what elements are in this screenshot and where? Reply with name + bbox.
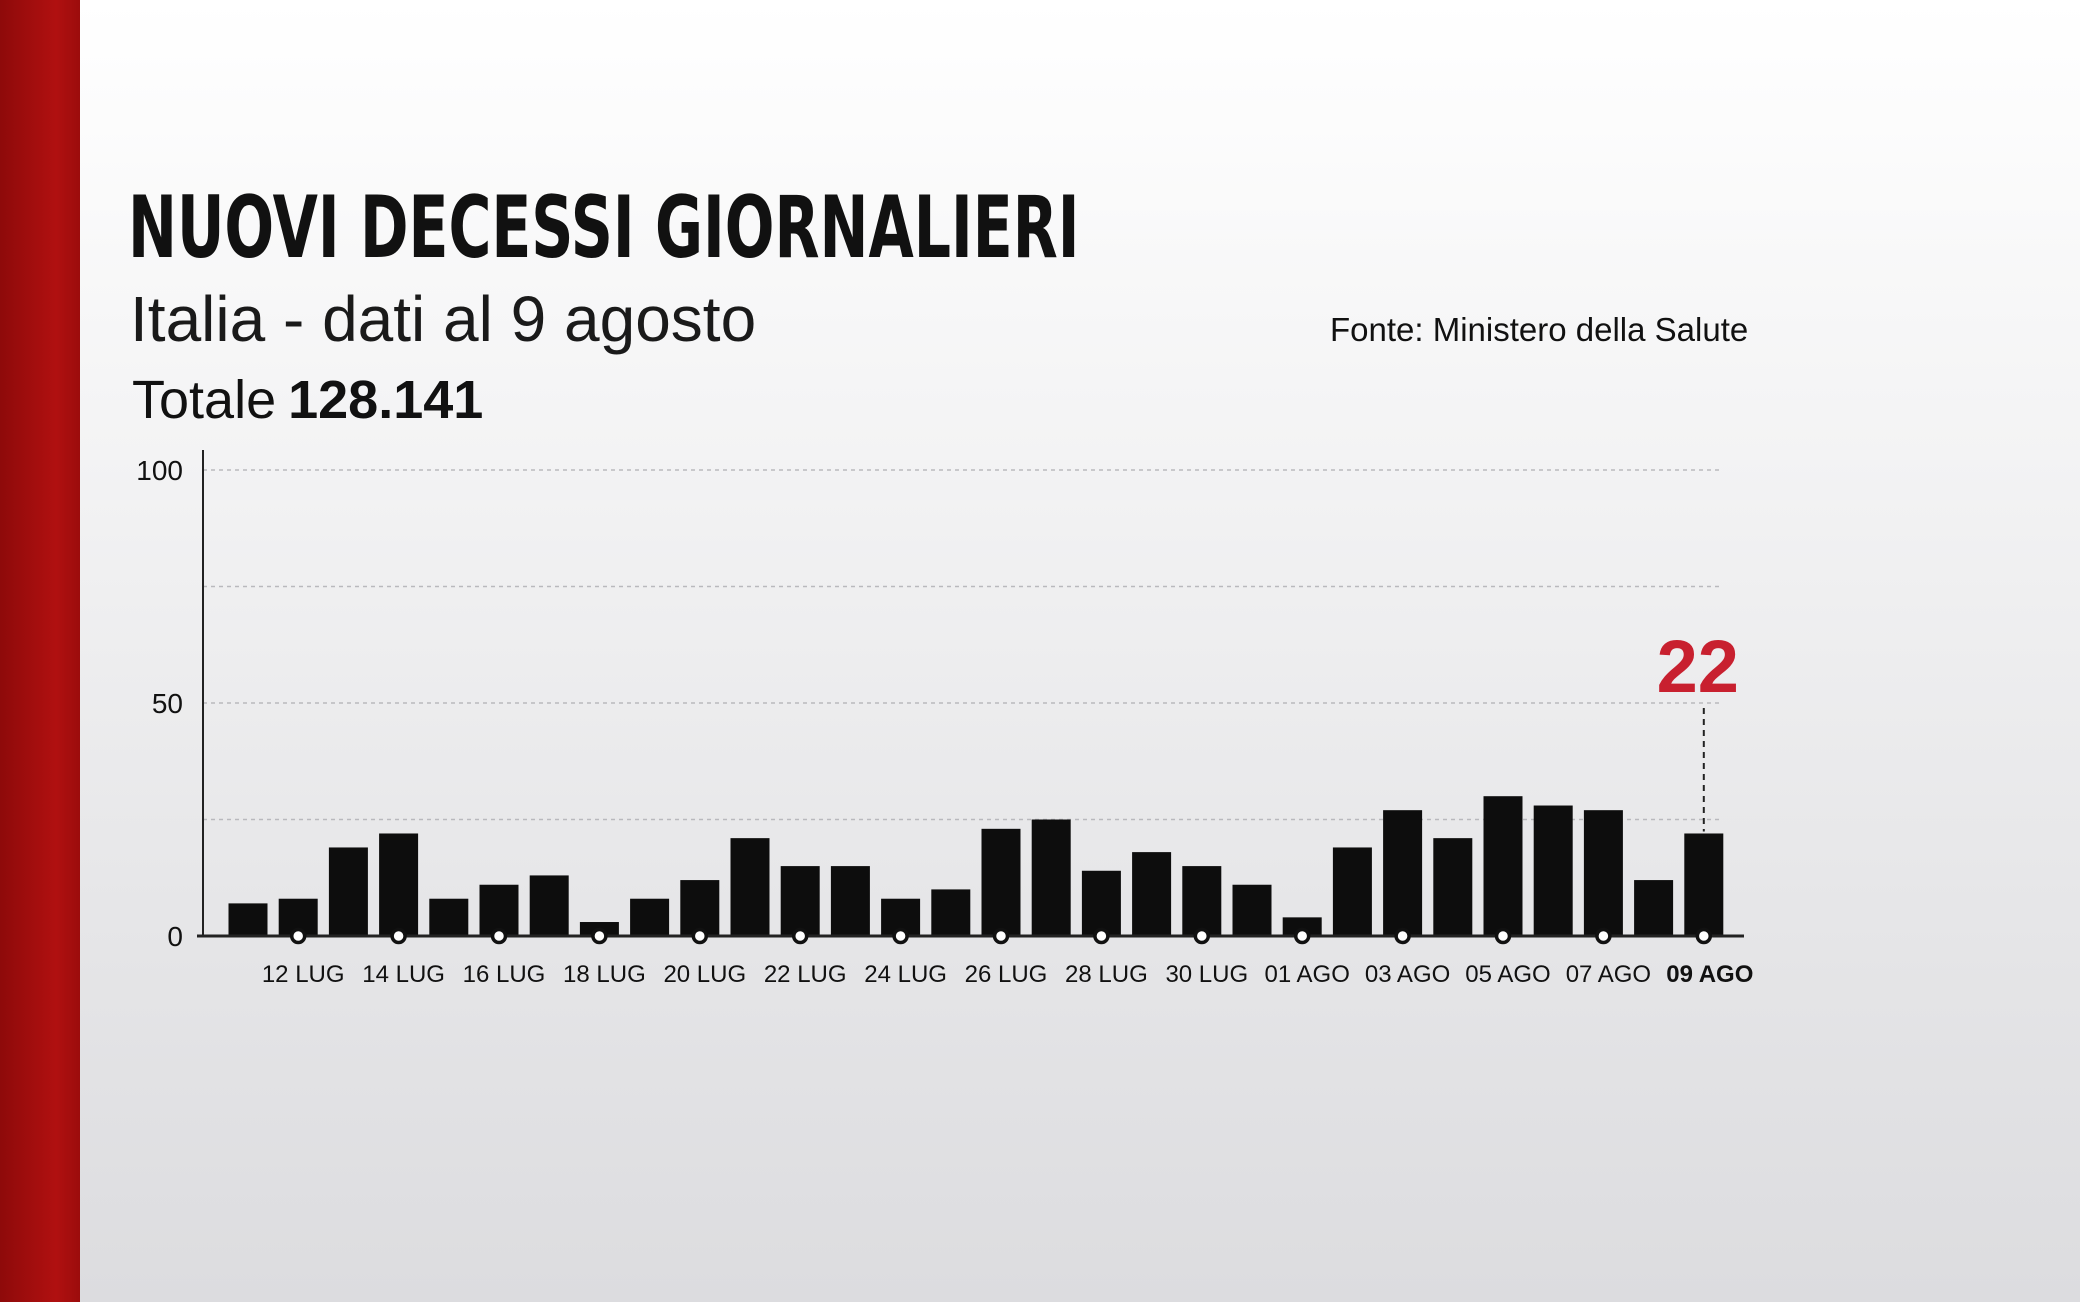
x-tick-marker (289, 927, 307, 945)
x-tick-label: 24 LUG (864, 961, 947, 988)
x-tick-label: 12 LUG (262, 961, 345, 988)
bar (529, 875, 569, 936)
x-tick-marker (1695, 927, 1713, 945)
total-value: 128.141 (288, 370, 484, 430)
bar (429, 898, 469, 936)
bar (1332, 847, 1372, 936)
bar (730, 838, 770, 936)
bar (328, 847, 368, 936)
bar (1081, 870, 1121, 936)
bar (1634, 880, 1674, 936)
x-tick-label: 09 AGO (1666, 961, 1753, 988)
x-tick-label: 05 AGO (1465, 961, 1550, 988)
x-tick-marker (591, 927, 608, 945)
bar (1232, 884, 1272, 936)
x-tick-label: 28 LUG (1065, 961, 1148, 988)
bar (1684, 833, 1724, 936)
x-tick-marker (1093, 927, 1110, 945)
x-tick-marker (791, 927, 809, 945)
x-tick-marker (892, 927, 909, 945)
bar (1132, 852, 1172, 936)
x-tick-label: 20 LUG (663, 961, 746, 988)
y-tick-label: 100 (136, 455, 183, 486)
bar (1483, 796, 1523, 936)
x-tick-marker (1193, 927, 1211, 945)
bar (680, 880, 720, 936)
x-tick-label: 03 AGO (1365, 961, 1450, 988)
bar (830, 866, 870, 936)
page-title: NUOVI DECESSI GIORNALIERI (128, 178, 1080, 278)
x-tick-marker (1394, 927, 1411, 945)
bar (1383, 810, 1423, 936)
bar (1031, 819, 1071, 936)
x-tick-label: 14 LUG (362, 961, 445, 988)
x-tick-marker (490, 927, 508, 945)
bar (931, 889, 971, 936)
x-tick-marker (1494, 927, 1512, 945)
x-tick-marker (1595, 927, 1612, 945)
x-tick-label: 07 AGO (1566, 961, 1651, 988)
bar (780, 866, 820, 936)
x-tick-marker (691, 927, 709, 945)
x-tick-label: 01 AGO (1265, 961, 1350, 988)
x-tick-label: 16 LUG (463, 961, 546, 988)
bar (981, 828, 1021, 936)
side-accent-bar (0, 0, 80, 1302)
x-tick-marker (992, 927, 1010, 945)
x-tick-label: 22 LUG (764, 961, 847, 988)
bar (1282, 917, 1322, 936)
page-subtitle: Italia - dati al 9 agosto (130, 283, 757, 355)
bar (379, 833, 419, 936)
bar (1182, 866, 1222, 936)
bar (1433, 838, 1473, 936)
data-source: Fonte: Ministero della Salute (1330, 311, 1749, 348)
highlight-value-label: 22 (1657, 625, 1739, 708)
bar (1583, 810, 1623, 936)
x-tick-marker (1293, 927, 1311, 945)
x-tick-label: 30 LUG (1165, 961, 1248, 988)
x-tick-marker (390, 927, 407, 945)
total-summary: Totale 128.141 (132, 368, 483, 432)
bar (228, 903, 268, 936)
bar (479, 884, 519, 936)
x-tick-label: 18 LUG (563, 961, 646, 988)
bar (1533, 805, 1573, 936)
x-tick-label: 26 LUG (965, 961, 1048, 988)
bar (630, 898, 670, 936)
y-tick-label: 50 (152, 688, 183, 719)
y-tick-label: 0 (167, 921, 183, 952)
total-label: Totale (132, 370, 277, 430)
